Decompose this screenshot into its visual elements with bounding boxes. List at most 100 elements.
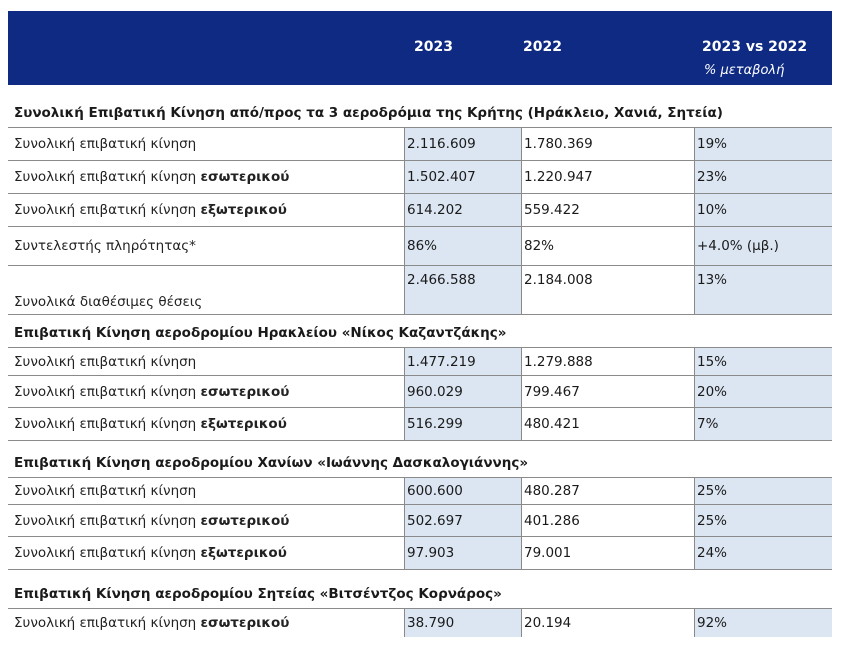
- row-label-bold: εσωτερικού: [200, 169, 290, 185]
- value-2023-text: 516.299: [407, 416, 463, 432]
- row-label-bold: εσωτερικού: [200, 513, 290, 529]
- section-heading-row: Επιβατική Κίνηση αεροδρομίου Χανίων «Ιωά…: [8, 441, 832, 478]
- value-2022: 1.780.369: [521, 128, 694, 160]
- value-2023-text: 614.202: [407, 202, 463, 218]
- row-label-bold: εξωτερικού: [200, 416, 287, 432]
- passenger-traffic-table: 2023 2022 2023 vs 2022 % μεταβολή Συνολι…: [8, 11, 832, 637]
- value-2023: 1.502.407: [404, 161, 521, 193]
- row-label-text: Συνολική επιβατική κίνηση: [14, 354, 197, 370]
- value-2023: 614.202: [404, 194, 521, 226]
- table-row: Συνολικά διαθέσιμες θέσεις 2.466.588 2.184…: [8, 266, 832, 315]
- value-2023-text: 2.466.588: [407, 272, 476, 288]
- value-2022: 799.467: [521, 376, 694, 407]
- row-label: Συνολική επιβατική κίνηση εξωτερικού: [14, 202, 287, 218]
- header-comparison-sub: % μεταβολή: [704, 63, 785, 78]
- row-label-text: Συνολική επιβατική κίνηση: [14, 384, 201, 400]
- value-change: 25%: [694, 505, 832, 536]
- value-2022: 1.220.947: [521, 161, 694, 193]
- value-2023-text: 600.600: [407, 483, 463, 499]
- value-2022-text: 20.194: [524, 615, 572, 631]
- table-row: Συνολική επιβατική κίνηση 1.477.219 1.279.…: [8, 348, 832, 376]
- value-2023: 2.116.609: [404, 128, 521, 160]
- row-label: Συνολική επιβατική κίνηση εσωτερικού: [14, 615, 289, 631]
- value-change: 10%: [694, 194, 832, 226]
- table-row: Συντελεστής πληρότητας* 86% 82% +4.0% (μβ.): [8, 227, 832, 266]
- row-label: Συντελεστής πληρότητας*: [14, 238, 196, 254]
- value-2023: 600.600: [404, 478, 521, 504]
- value-change-text: +4.0% (μβ.): [697, 238, 779, 254]
- value-change: +4.0% (μβ.): [694, 227, 832, 265]
- value-change-text: 19%: [697, 136, 728, 152]
- value-2022: 401.286: [521, 505, 694, 536]
- value-change-text: 15%: [697, 354, 728, 370]
- row-label: Συνολική επιβατική κίνηση εξωτερικού: [14, 416, 287, 432]
- table-row: Συνολική επιβατική κίνηση εσωτερικού 502.…: [8, 505, 832, 537]
- value-2022-text: 799.467: [524, 384, 580, 400]
- value-change-text: 13%: [697, 272, 728, 288]
- row-label-text: Συνολική επιβατική κίνηση: [14, 513, 201, 529]
- table-row: Συνολική επιβατική κίνηση εξωτερικού 97.9…: [8, 537, 832, 570]
- value-2022-text: 79.001: [524, 545, 572, 561]
- value-change: 23%: [694, 161, 832, 193]
- table-row: Συνολική επιβατική κίνηση 2.116.609 1.780.…: [8, 128, 832, 161]
- value-change-text: 25%: [697, 483, 728, 499]
- value-2023-text: 960.029: [407, 384, 463, 400]
- row-label-text: Συνολική επιβατική κίνηση: [14, 169, 201, 185]
- row-label-bold: εξωτερικού: [200, 545, 287, 561]
- value-2022: 1.279.888: [521, 348, 694, 375]
- row-label-text: Συντελεστής πληρότητας*: [14, 238, 196, 254]
- value-2022: 2.184.008: [521, 266, 694, 314]
- value-change: 24%: [694, 537, 832, 569]
- value-2022-text: 2.184.008: [524, 272, 593, 288]
- section-heading-row: Επιβατική Κίνηση αεροδρομίου Σητείας «Βι…: [8, 570, 832, 609]
- row-label: Συνολικά διαθέσιμες θέσεις: [14, 294, 202, 310]
- value-change: 92%: [694, 609, 832, 637]
- value-2023-text: 502.697: [407, 513, 463, 529]
- value-2022-text: 82%: [524, 238, 555, 254]
- row-label: Συνολική επιβατική κίνηση εσωτερικού: [14, 169, 289, 185]
- table-row: Συνολική επιβατική κίνηση εσωτερικού 38.7…: [8, 609, 832, 637]
- table-row: Συνολική επιβατική κίνηση εξωτερικού 614.…: [8, 194, 832, 227]
- value-change-text: 92%: [697, 615, 728, 631]
- value-2022-text: 480.421: [524, 416, 580, 432]
- value-change-text: 20%: [697, 384, 728, 400]
- value-change-text: 25%: [697, 513, 728, 529]
- row-label-bold: εξωτερικού: [200, 202, 287, 218]
- value-2023: 502.697: [404, 505, 521, 536]
- value-2022: 480.287: [521, 478, 694, 504]
- value-change: 19%: [694, 128, 832, 160]
- row-label-text: Συνολική επιβατική κίνηση: [14, 615, 201, 631]
- row-label-text: Συνολική επιβατική κίνηση: [14, 136, 197, 152]
- value-change-text: 7%: [697, 416, 719, 432]
- value-2023: 38.790: [404, 609, 521, 637]
- table-row: Συνολική επιβατική κίνηση εξωτερικού 516.…: [8, 408, 832, 441]
- value-2022: 480.421: [521, 408, 694, 440]
- value-2023: 2.466.588: [404, 266, 521, 314]
- value-2022: 559.422: [521, 194, 694, 226]
- row-label: Συνολική επιβατική κίνηση εσωτερικού: [14, 384, 289, 400]
- value-2022-text: 1.279.888: [524, 354, 593, 370]
- value-2022: 20.194: [521, 609, 694, 637]
- value-2022-text: 1.780.369: [524, 136, 593, 152]
- value-change: 20%: [694, 376, 832, 407]
- header-2022: 2022: [523, 39, 562, 55]
- section-heading-row: Συνολική Επιβατική Κίνηση από/προς τα 3 …: [8, 85, 832, 128]
- value-2023-text: 1.477.219: [407, 354, 476, 370]
- value-2022: 82%: [521, 227, 694, 265]
- row-label: Συνολική επιβατική κίνηση: [14, 136, 196, 152]
- value-change-text: 24%: [697, 545, 728, 561]
- section-title: Επιβατική Κίνηση αεροδρομίου Ηρακλείου «…: [14, 325, 507, 341]
- value-2023: 86%: [404, 227, 521, 265]
- section-heading-row: Επιβατική Κίνηση αεροδρομίου Ηρακλείου «…: [8, 315, 832, 348]
- value-2022-text: 1.220.947: [524, 169, 593, 185]
- value-change-text: 10%: [697, 202, 728, 218]
- row-label-text: Συνολική επιβατική κίνηση: [14, 416, 201, 432]
- row-label-bold: εσωτερικού: [200, 384, 290, 400]
- row-label: Συνολική επιβατική κίνηση εσωτερικού: [14, 513, 289, 529]
- value-2022-text: 559.422: [524, 202, 580, 218]
- value-change: 7%: [694, 408, 832, 440]
- value-2023: 1.477.219: [404, 348, 521, 375]
- row-label: Συνολική επιβατική κίνηση εξωτερικού: [14, 545, 287, 561]
- value-2023-text: 1.502.407: [407, 169, 476, 185]
- value-2023-text: 38.790: [407, 615, 455, 631]
